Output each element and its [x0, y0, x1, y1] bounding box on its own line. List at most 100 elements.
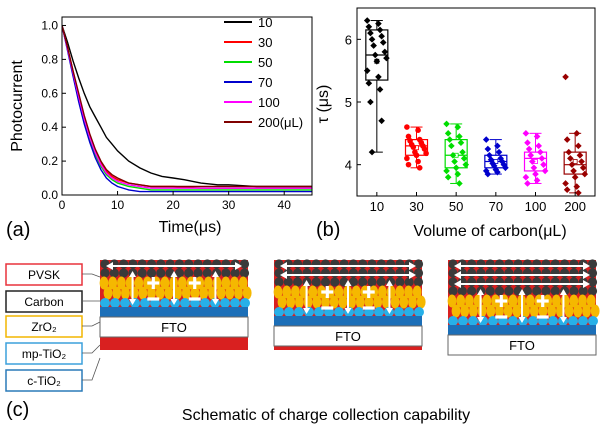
- carbon-particle: [550, 268, 560, 278]
- zro2-particle: [277, 295, 287, 309]
- y-tick-label: 0.8: [41, 52, 58, 66]
- arrow-head: [454, 271, 461, 279]
- arrow-head: [129, 271, 137, 277]
- carbon-particle: [330, 268, 340, 278]
- carbon-particle: [522, 268, 533, 278]
- data-point: [421, 146, 428, 152]
- data-point: [579, 164, 587, 172]
- legend-label: 50: [258, 55, 272, 70]
- zro2-particle: [538, 304, 548, 318]
- zro2-particle: [378, 285, 387, 299]
- data-point: [405, 133, 412, 140]
- carbon-particle: [467, 268, 477, 278]
- carbon-particle: [541, 286, 551, 296]
- carbon-particle: [476, 277, 486, 287]
- data-point: [524, 139, 531, 147]
- zro2-particle: [282, 285, 292, 299]
- carbon-particle: [485, 268, 495, 278]
- data-point: [570, 167, 577, 175]
- series-line-0: [62, 25, 312, 188]
- data-point: [578, 158, 585, 165]
- zro2-particle: [164, 286, 174, 300]
- data-point: [456, 133, 463, 140]
- carbon-particle: [504, 277, 514, 287]
- x-tick-label: 10: [370, 199, 384, 214]
- carbon-particle: [560, 259, 570, 269]
- arrow-head: [518, 317, 526, 323]
- data-point: [379, 39, 387, 46]
- data-point: [502, 164, 509, 172]
- carbon-particle: [485, 286, 495, 296]
- data-point: [375, 73, 382, 81]
- carbon-particle: [311, 268, 321, 278]
- tio2-particle: [568, 316, 578, 326]
- zro2-particle: [134, 276, 144, 290]
- carbon-particle: [184, 268, 194, 278]
- zro2-particle: [564, 304, 574, 318]
- carbon-particle: [212, 259, 222, 269]
- tio2-particle: [354, 307, 364, 317]
- fto-substrate: [273, 325, 423, 347]
- carbon-particle: [504, 259, 514, 269]
- zro2-particle: [177, 276, 187, 290]
- tio2-particle: [588, 316, 598, 326]
- carbon-particle: [532, 259, 542, 269]
- carbon-particle: [522, 286, 533, 296]
- carbon-particle: [283, 277, 293, 287]
- chart-b-xlabel: Volume of carbon(μL): [413, 223, 566, 240]
- layer-label-box: [5, 263, 83, 286]
- data-point: [562, 180, 569, 187]
- legend-label: 30: [258, 35, 272, 50]
- chart-a-frame: [61, 16, 313, 196]
- zro2-particle: [347, 295, 356, 309]
- zro2-particle: [199, 286, 209, 300]
- data-point: [482, 167, 490, 175]
- carbon-particle: [330, 277, 340, 287]
- carbon-particle: [165, 259, 175, 269]
- zro2-particle: [578, 294, 587, 308]
- data-point: [413, 152, 420, 159]
- data-point: [522, 130, 530, 137]
- zro2-particle: [508, 294, 518, 308]
- layer-label: ZrO₂: [31, 320, 57, 334]
- carbon-particle: [485, 277, 495, 287]
- zro2-particle: [225, 286, 235, 300]
- zro2-particle: [291, 285, 300, 299]
- zro2-particle: [582, 304, 591, 318]
- zro2-particle: [160, 276, 170, 290]
- data-point: [448, 142, 455, 150]
- data-point: [567, 155, 574, 162]
- layer-label-box: [5, 369, 83, 392]
- data-point: [454, 123, 462, 131]
- zro2-particle: [221, 276, 231, 290]
- x-tick-label: 200: [564, 199, 586, 214]
- data-point: [376, 86, 384, 93]
- carbon-particle: [413, 277, 424, 287]
- data-point: [575, 189, 582, 197]
- zro2-particle: [334, 285, 344, 299]
- y-tick-label: 0.4: [41, 120, 58, 134]
- carbon-particle: [376, 277, 386, 287]
- data-point: [494, 168, 501, 176]
- data-point: [446, 136, 454, 143]
- carbon-particle: [587, 277, 598, 287]
- panel-b-label: (b): [316, 219, 340, 241]
- data-point: [410, 144, 417, 150]
- data-point: [492, 166, 500, 173]
- zro2-particle: [477, 304, 487, 318]
- zro2-particle: [447, 294, 457, 308]
- arrow-head: [303, 308, 311, 314]
- arrow-head: [106, 262, 113, 270]
- carbon-particle: [467, 259, 477, 269]
- data-point: [527, 151, 534, 159]
- carbon-particle: [569, 268, 579, 278]
- zro2-particle: [460, 304, 470, 318]
- zro2-particle: [112, 286, 122, 300]
- carbon-particle: [367, 277, 377, 287]
- carbon-particle: [119, 268, 129, 278]
- arrow-head: [129, 299, 137, 305]
- tio2-particle: [230, 298, 240, 308]
- leader-line: [82, 321, 101, 327]
- y-tick-label: 4: [345, 158, 352, 173]
- data-point: [378, 32, 385, 40]
